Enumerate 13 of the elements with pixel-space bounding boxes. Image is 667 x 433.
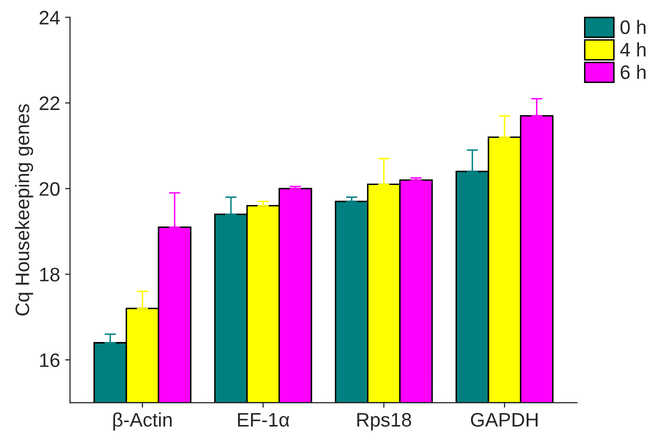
x-tick-label: EF-1α xyxy=(238,413,290,427)
x-tick-label: GAPDH xyxy=(470,412,538,427)
y-tick-label: 18 xyxy=(40,268,60,282)
y-tick-label: 22 xyxy=(40,96,60,110)
legend-label: 0 h xyxy=(620,20,646,34)
y-tick-label: 24 xyxy=(40,10,60,24)
y-axis-title: Cq Housekeeping genes xyxy=(15,104,34,316)
legend-label: 4 h xyxy=(620,42,646,56)
x-tick-label: Rps18 xyxy=(357,412,412,431)
y-tick-label: 20 xyxy=(40,182,60,196)
legend-label: 6 h xyxy=(620,64,646,80)
x-tick-label: β-Actin xyxy=(113,412,172,431)
y-tick-label: 16 xyxy=(40,353,60,368)
